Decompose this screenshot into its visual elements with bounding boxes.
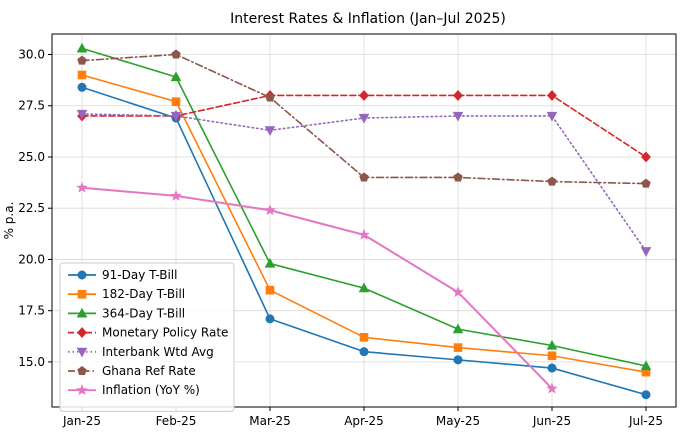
x-tick-label: Jun-25: [532, 414, 571, 428]
x-tick-label: May-25: [436, 414, 480, 428]
legend-label: Interbank Wtd Avg: [102, 345, 214, 359]
series-ghana-ref-rate: [77, 49, 651, 188]
data-point: [265, 285, 275, 295]
data-point: [641, 390, 651, 400]
x-tick-label: Jul-25: [628, 414, 663, 428]
legend-label: Inflation (YoY %): [102, 383, 200, 397]
data-point: [453, 172, 463, 182]
data-point: [547, 176, 557, 186]
data-point: [76, 109, 88, 120]
x-tick-label: Apr-25: [344, 414, 384, 428]
legend-label: Ghana Ref Rate: [102, 364, 196, 378]
data-point: [546, 339, 558, 350]
data-point: [264, 257, 276, 268]
data-point: [453, 355, 463, 365]
ticks: 15.0 17.5 20.0 22.5 25.0 27.5 30.0 Jan-25 Feb-25…: [18, 47, 663, 428]
data-point: [264, 126, 276, 136]
data-point: [265, 92, 275, 102]
data-point: [359, 333, 369, 342]
data-point: [264, 204, 276, 216]
series-364-day-t-bill: [76, 42, 652, 371]
x-tick-label: Mar-25: [249, 414, 290, 428]
y-tick-label: 27.5: [18, 99, 45, 113]
data-point: [359, 90, 369, 101]
data-point: [452, 323, 464, 334]
data-point: [76, 181, 88, 193]
data-point: [359, 347, 369, 357]
y-tick-label: 25.0: [18, 150, 45, 164]
y-tick-label: 15.0: [18, 355, 45, 369]
series-interbank-wtd-avg: [76, 109, 652, 257]
data-point: [453, 90, 463, 101]
data-point: [640, 247, 652, 257]
data-point: [358, 228, 370, 240]
series-layer: [76, 42, 652, 400]
legend-item: Inflation (YoY %): [68, 383, 200, 397]
legend-marker: [76, 384, 88, 396]
data-point: [452, 286, 464, 298]
legend-item: 182-Day T-Bill: [68, 287, 185, 301]
data-point: [641, 178, 651, 188]
legend: 91-Day T-Bill 182-Day T-Bill 364-Day T-Bil…: [59, 262, 235, 412]
data-point: [547, 351, 557, 361]
data-point: [170, 111, 182, 122]
legend-label: 91-Day T-Bill: [102, 268, 177, 282]
legend-label: 364-Day T-Bill: [102, 306, 185, 320]
data-point: [265, 314, 275, 324]
y-tick-label: 20.0: [18, 252, 45, 266]
x-tick-label: Feb-25: [156, 414, 197, 428]
legend-item: Interbank Wtd Avg: [68, 345, 214, 359]
data-point: [170, 71, 182, 82]
data-point: [453, 343, 463, 352]
series-182-day-t-bill: [77, 70, 651, 377]
legend-label: 182-Day T-Bill: [102, 287, 185, 301]
data-point: [547, 90, 557, 101]
legend-marker: [77, 289, 87, 299]
series-inflation-yoy: [76, 181, 558, 394]
legend-marker: [77, 366, 87, 376]
data-point: [358, 282, 370, 293]
legend-item: 91-Day T-Bill: [68, 268, 177, 282]
data-point: [77, 82, 87, 92]
legend-item: 364-Day T-Bill: [68, 306, 185, 320]
data-point: [546, 111, 558, 122]
chart-title: Interest Rates & Inflation (Jan–Jul 2025…: [230, 11, 506, 27]
data-point: [170, 189, 182, 201]
data-point: [358, 113, 370, 124]
legend-item: Ghana Ref Rate: [68, 364, 196, 378]
legend-marker: [77, 327, 87, 339]
data-point: [640, 360, 652, 371]
data-point: [547, 363, 557, 373]
x-tick-label: Jan-25: [62, 414, 101, 428]
legend-marker: [76, 307, 88, 318]
data-point: [452, 111, 464, 122]
legend-marker: [76, 347, 88, 358]
data-point: [77, 70, 87, 80]
data-point: [546, 382, 558, 394]
data-point: [359, 172, 369, 182]
legend-label: Monetary Policy Rate: [102, 326, 228, 340]
data-point: [171, 97, 181, 106]
legend-marker: [77, 270, 87, 280]
y-tick-label: 17.5: [18, 304, 45, 318]
legend-box: [59, 262, 235, 412]
data-point: [641, 151, 651, 163]
series-line: [81, 186, 553, 390]
data-point: [77, 55, 87, 65]
legend-item: Monetary Policy Rate: [68, 326, 228, 340]
y-tick-label: 22.5: [18, 201, 45, 215]
y-tick-label: 30.0: [18, 47, 45, 61]
data-point: [76, 42, 88, 53]
y-axis-label: % p.a.: [2, 202, 16, 240]
data-point: [171, 49, 181, 59]
